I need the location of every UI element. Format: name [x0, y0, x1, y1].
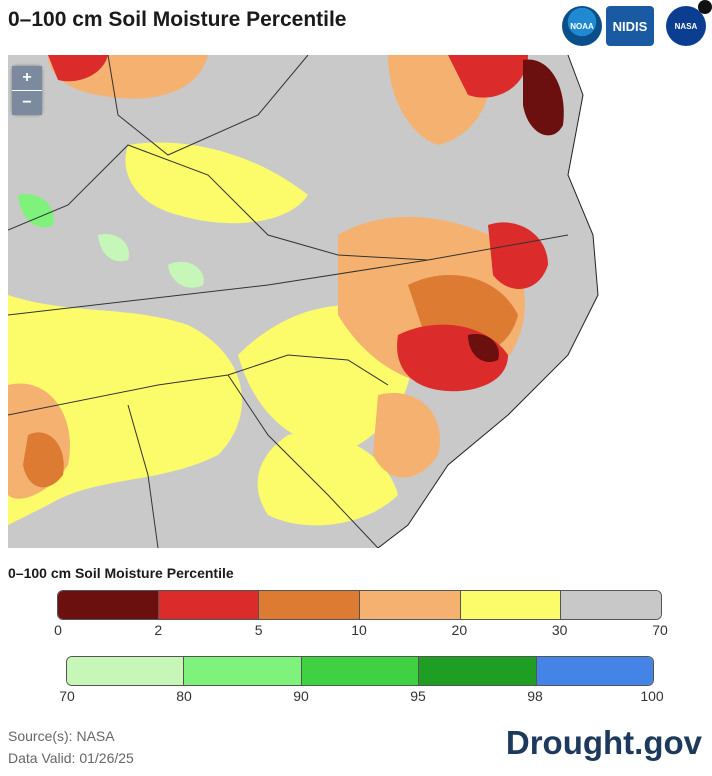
- dry-tick-label: 10: [351, 622, 367, 638]
- wet-tick-label: 70: [59, 688, 75, 704]
- nidis-logo[interactable]: NIDIS: [606, 6, 654, 46]
- wet-tick-label: 90: [293, 688, 309, 704]
- dry-bin-3: [360, 591, 461, 619]
- legend-title: 0–100 cm Soil Moisture Percentile: [8, 565, 234, 581]
- wet-legend-bar: [66, 656, 654, 686]
- wet-bin-4: [536, 657, 653, 685]
- wet-bin-2: [301, 657, 420, 685]
- dry-bin-5: [561, 591, 661, 619]
- valid-date: Data Valid: 01/26/25: [8, 750, 134, 766]
- dry-tick-label: 30: [551, 622, 568, 638]
- dry-legend-bar: [57, 590, 662, 620]
- dry-bin-1: [158, 591, 260, 619]
- wet-bin-3: [419, 657, 537, 685]
- source-info: Source(s): NASA Data Valid: 01/26/25: [8, 725, 134, 769]
- noaa-logo[interactable]: NOAA: [562, 6, 602, 46]
- dry-tick-label: 0: [54, 622, 62, 638]
- source-text: Source(s): NASA: [8, 728, 115, 744]
- zoom-out-button[interactable]: −: [12, 91, 42, 115]
- dry-tick-label: 70: [652, 622, 668, 638]
- dry-tick-label: 2: [154, 622, 163, 638]
- map-canvas: [8, 55, 600, 548]
- wet-bin-1: [184, 657, 302, 685]
- wet-tick-label: 80: [176, 688, 192, 704]
- zoom-control: + −: [12, 66, 42, 115]
- dry-bin-0: [58, 591, 159, 619]
- wet-tick-label: 100: [640, 688, 664, 704]
- drought-gov-logo[interactable]: Drought.gov: [505, 724, 702, 761]
- dry-tick-label: 20: [451, 622, 468, 638]
- dry-bin-4: [460, 591, 562, 619]
- dry-tick-label: 5: [254, 622, 263, 638]
- wet-tick-label: 95: [410, 688, 426, 704]
- wet-bin-0: [67, 657, 185, 685]
- nasa-logo[interactable]: NASA: [666, 0, 712, 46]
- map-title: 0–100 cm Soil Moisture Percentile: [8, 8, 347, 31]
- zoom-in-button[interactable]: +: [12, 66, 42, 91]
- soil-moisture-map[interactable]: [8, 55, 600, 548]
- dry-bin-2: [259, 591, 361, 619]
- wet-tick-label: 98: [527, 688, 543, 704]
- close-icon[interactable]: [698, 0, 712, 14]
